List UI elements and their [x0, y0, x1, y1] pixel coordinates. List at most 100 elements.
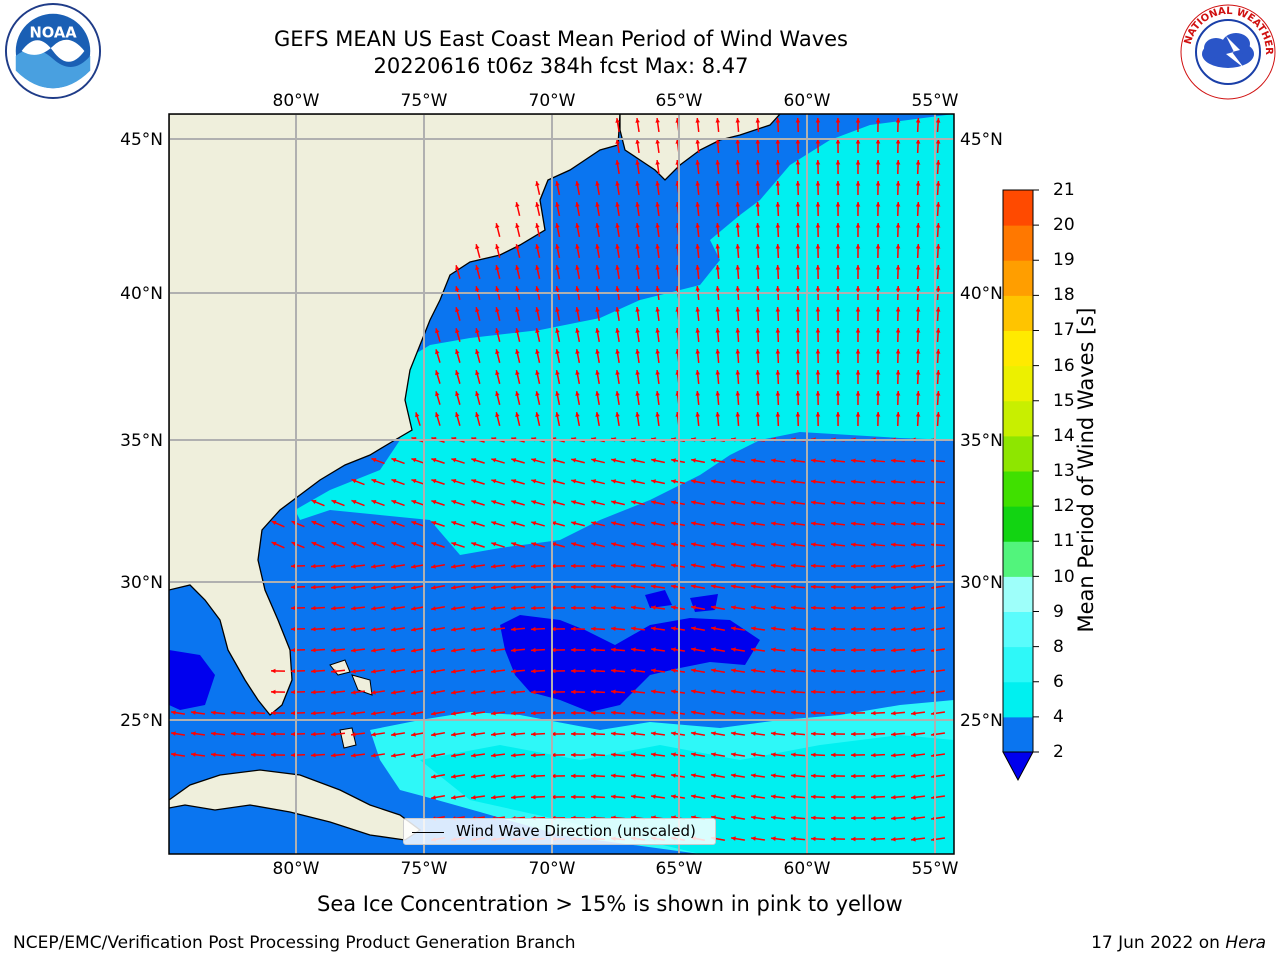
wave-direction-arrowhead [611, 458, 617, 463]
wave-direction-arrowhead [171, 710, 176, 715]
wave-direction-arrowhead [551, 584, 556, 590]
wave-direction-arrowhead [775, 223, 781, 228]
wave-direction-arrowhead [431, 521, 437, 526]
wave-direction-arrowhead [555, 223, 560, 228]
wave-direction-arrowhead [871, 731, 876, 737]
wave-direction-arrowhead [915, 118, 921, 123]
wave-direction-arrowhead [311, 541, 317, 547]
wave-direction-arrowhead [591, 668, 596, 674]
wave-direction-arrowhead [411, 648, 416, 653]
wave-direction-arrowhead [851, 794, 856, 800]
wave-direction-arrowhead [455, 349, 460, 355]
wave-direction-arrowhead [671, 542, 676, 547]
wave-direction-arrowhead [451, 606, 456, 611]
wave-direction-arrowhead [455, 370, 460, 376]
wave-direction-arrowhead [895, 307, 901, 312]
wave-direction-arrowhead [431, 458, 437, 463]
wave-direction-arrowhead [351, 690, 356, 695]
wave-direction-arrowhead [791, 500, 796, 505]
wave-direction-arrowhead [871, 605, 876, 611]
wave-direction-arrowhead [695, 265, 700, 270]
wave-direction-arrowhead [511, 689, 516, 695]
wave-direction-arrowhead [891, 563, 896, 569]
wave-direction-arrowhead [491, 732, 496, 737]
wave-direction-arrowhead [871, 542, 876, 548]
wave-direction-arrowhead [591, 542, 597, 547]
wave-direction-arrowhead [591, 605, 596, 611]
wave-direction-arrowhead [371, 564, 376, 569]
wave-direction-arrowhead [755, 202, 761, 207]
lat-left-label-3: 30°N [120, 573, 163, 593]
wave-direction-arrowhead [731, 836, 736, 841]
wave-direction-arrowhead [871, 458, 876, 464]
wave-direction-arrowhead [531, 668, 536, 674]
wave-direction-arrowhead [855, 181, 861, 186]
sea-ice-note: Sea Ice Concentration > 15% is shown in … [317, 892, 903, 916]
wave-direction-arrowhead [895, 412, 901, 417]
wave-direction-arrowhead [491, 564, 496, 569]
wave-direction-arrowhead [331, 499, 337, 505]
wave-direction-arrowhead [911, 564, 916, 569]
wave-direction-arrowhead [515, 370, 520, 376]
wave-direction-arrowhead [391, 690, 396, 695]
wave-direction-arrowhead [531, 710, 536, 716]
wave-direction-arrowhead [331, 626, 336, 632]
wave-direction-arrowhead [655, 349, 660, 354]
colorbar-segment [1003, 471, 1033, 507]
wave-direction-arrowhead [431, 795, 436, 800]
wave-direction-arrowhead [431, 753, 436, 758]
wave-direction-arrowhead [351, 711, 356, 716]
wave-direction-arrowhead [835, 202, 841, 207]
wave-direction-arrowhead [451, 669, 456, 674]
wave-direction-arrowhead [755, 349, 761, 354]
wave-direction-arrowhead [711, 605, 716, 610]
wave-direction-arrowhead [735, 286, 741, 291]
wave-direction-arrowhead [491, 774, 496, 779]
wave-direction-arrowhead [435, 391, 440, 397]
wave-direction-arrowhead [511, 521, 517, 526]
wave-direction-arrowhead [711, 773, 716, 778]
wave-direction-arrowhead [891, 836, 896, 842]
wave-direction-arrowhead [411, 458, 417, 463]
wave-direction-arrowhead [811, 479, 816, 484]
wave-direction-arrowhead [755, 412, 761, 417]
wave-direction-arrowhead [655, 160, 660, 165]
wave-direction-arrowhead [811, 773, 816, 779]
colorbar-segment [1003, 330, 1033, 367]
footer-right: 17 Jun 2022 on Hera [1091, 933, 1266, 953]
wave-direction-arrowhead [571, 500, 577, 505]
wave-direction-arrowhead [535, 349, 540, 355]
colorbar-segment [1003, 260, 1033, 296]
wave-direction-arrowhead [451, 690, 456, 695]
wave-direction-arrowhead [935, 202, 941, 207]
wave-direction-arrowhead [891, 584, 896, 590]
wave-direction-arrowhead [731, 626, 736, 631]
wave-direction-arrowhead [935, 139, 941, 144]
wave-direction-arrowhead [835, 286, 841, 291]
wave-direction-arrowhead [695, 139, 700, 144]
wave-direction-arrowhead [595, 244, 600, 249]
wave-direction-arrowhead [771, 626, 776, 631]
wave-direction-arrowhead [795, 118, 801, 123]
wave-direction-arrowhead [635, 181, 640, 186]
wave-direction-arrowhead [635, 349, 640, 354]
wave-direction-arrowhead [251, 752, 256, 758]
wave-direction-arrowhead [871, 836, 876, 842]
wave-direction-arrowhead [855, 244, 861, 249]
wave-direction-arrowhead [615, 202, 620, 207]
wave-direction-arrowhead [711, 689, 716, 694]
wave-direction-arrowhead [775, 370, 781, 375]
wave-direction-arrowhead [631, 458, 637, 463]
wave-direction-arrowhead [371, 753, 376, 758]
wave-direction-arrowhead [851, 458, 856, 463]
wave-direction-arrowhead [351, 732, 356, 737]
wave-direction-arrowhead [371, 457, 377, 463]
wave-direction-arrowhead [651, 605, 656, 610]
wave-direction-arrowhead [651, 584, 656, 589]
wave-direction-arrowhead [471, 564, 476, 569]
wave-period-4-6-region [295, 114, 954, 555]
wave-direction-arrowhead [691, 773, 696, 778]
wave-direction-arrowhead [535, 223, 540, 229]
wave-direction-arrowhead [591, 773, 596, 779]
